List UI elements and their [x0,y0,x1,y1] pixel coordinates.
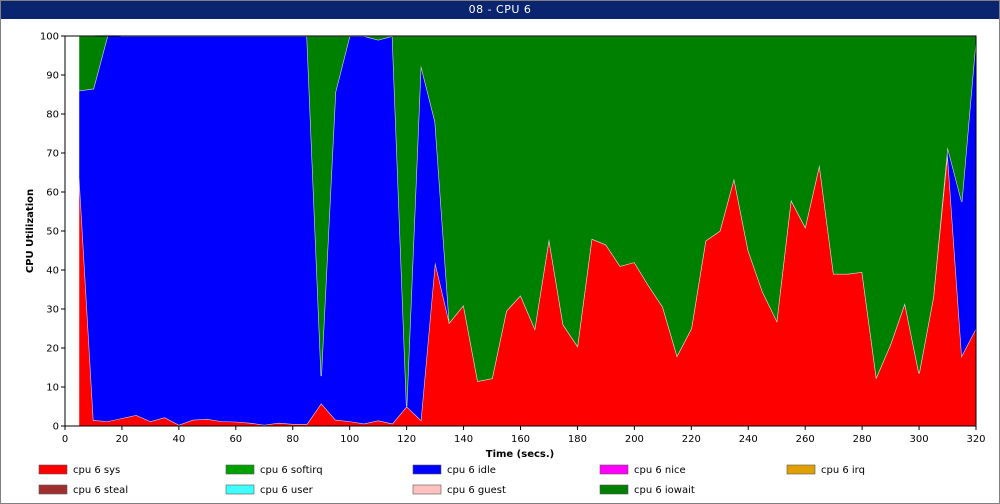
legend-swatch [225,484,255,495]
x-tick-label: 180 [568,434,587,445]
x-tick-label: 120 [397,434,416,445]
area-cpu-6-idle [79,35,977,425]
y-tick-label: 100 [40,32,59,43]
area-cpu-6-sys [79,153,977,426]
legend-label: cpu 6 irq [821,465,865,476]
y-tick-label: 30 [46,305,59,316]
x-tick-label: 80 [286,434,299,445]
legend-swatch [786,464,816,475]
y-tick-label: 60 [46,188,59,199]
stacked-areas [78,34,977,426]
cpu-chart: 0 20 40 60 80 100 120 140 160 180 200 220 240 260 280 3… [25,32,986,497]
y-tick-label: 70 [46,149,59,160]
legend-label: cpu 6 sys [73,465,120,476]
tick-labels: 0 20 40 60 80 100 120 140 160 180 200 220 240 260 280 3… [40,32,986,446]
y-tick-label: 80 [46,110,59,121]
legend-swatch [38,464,68,475]
x-tick-label: 60 [229,434,242,445]
area-cpu-6-iowait [79,35,977,407]
x-tick-label: 280 [853,434,872,445]
legend-swatch [412,464,442,475]
legend-item-cpu-6-idle: cpu 6 idle [412,464,496,476]
y-tick-label: 0 [53,422,59,433]
legend-item-cpu-6-irq: cpu 6 irq [786,464,865,476]
x-tick-label: 40 [173,434,186,445]
legend-item-cpu-6-steal: cpu 6 steal [38,484,128,496]
x-tick-label: 200 [625,434,644,445]
x-tick-label: 300 [910,434,929,445]
y-tick-label: 40 [46,266,59,277]
window-title: 08 - CPU 6 [1,1,999,19]
legend-item-cpu-6-iowait: cpu 6 iowait [599,484,695,496]
y-axis-title: CPU Utilization [25,189,36,273]
legend-swatch [38,484,68,495]
legend-label: cpu 6 guest [447,485,506,496]
x-tick-label: 140 [454,434,473,445]
y-tick-label: 20 [46,344,59,355]
legend: cpu 6 sys cpu 6 softirq cpu 6 idle cpu 6 ni… [38,464,865,496]
x-tick-label: 100 [340,434,359,445]
x-tick-label: 0 [62,434,68,445]
x-tick-label: 220 [682,434,701,445]
legend-label: cpu 6 iowait [634,485,695,496]
x-tick-label: 160 [511,434,530,445]
legend-swatch [225,464,255,475]
y-tick-label: 50 [46,227,59,238]
legend-swatch [412,484,442,495]
legend-label: cpu 6 nice [634,465,686,476]
legend-label: cpu 6 steal [73,485,128,496]
x-tick-label: 320 [966,434,985,445]
y-tick-label: 90 [46,71,59,82]
x-tick-label: 240 [739,434,758,445]
legend-label: cpu 6 user [260,485,314,496]
y-tick-label: 10 [46,383,59,394]
x-tick-label: 260 [796,434,815,445]
legend-item-cpu-6-nice: cpu 6 nice [599,464,686,476]
legend-swatch [599,464,629,475]
legend-label: cpu 6 softirq [260,465,323,476]
x-tick-label: 20 [116,434,129,445]
legend-label: cpu 6 idle [447,465,496,476]
x-axis-title: Time (secs.) [486,449,555,460]
legend-item-cpu-6-softirq: cpu 6 softirq [225,464,323,476]
legend-item-cpu-6-sys: cpu 6 sys [38,464,120,476]
legend-item-cpu-6-user: cpu 6 user [225,484,314,496]
legend-item-cpu-6-guest: cpu 6 guest [412,484,506,496]
legend-swatch [599,484,629,495]
